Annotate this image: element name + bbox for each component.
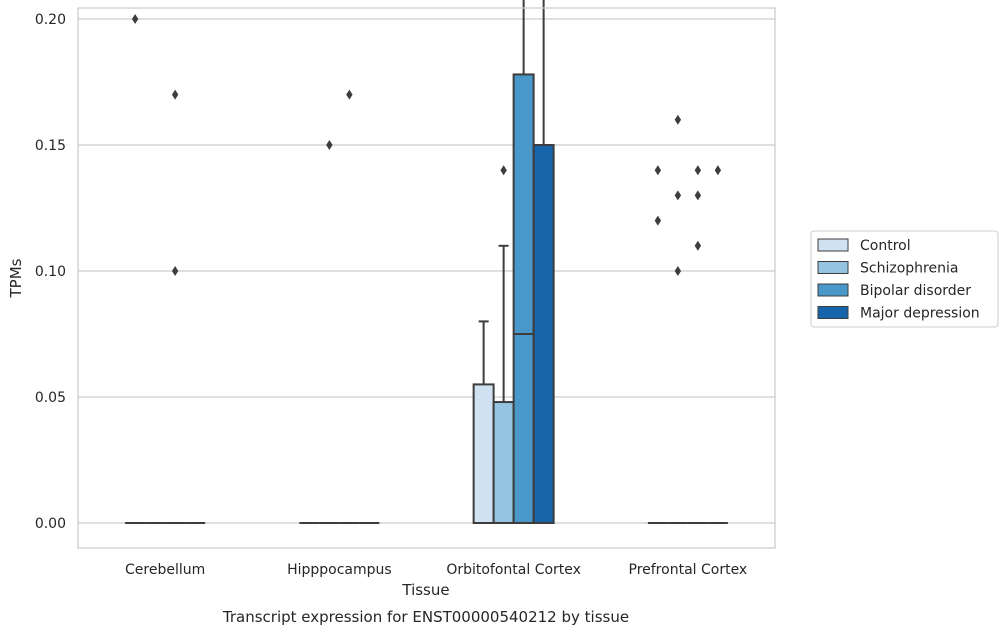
box-plot [647,165,668,524]
box-plot [532,0,555,524]
y-tick-label: 0.10 [35,264,66,280]
box-groups [125,0,728,525]
y-tick-labels: 0.000.050.100.150.200.250.300.350.40 [35,12,66,532]
plot-area [78,8,775,548]
legend: Control Schizophrenia Bipolar disorder Majo… [810,230,999,328]
box [532,144,555,524]
outlier-point [654,215,662,226]
x-tick-label: Hipppocampus [287,562,392,578]
y-tick-label: 0.00 [35,516,66,532]
outlier-point [694,190,702,201]
legend-swatch [817,238,849,252]
x-tick-label: Cerebellum [125,562,205,578]
box-plot [512,0,535,524]
box-plot [339,89,360,524]
chart-caption: Transcript expression for ENST0000054021… [222,608,629,626]
outlier-point [171,89,179,100]
y-tick-label: 0.15 [35,138,66,154]
box-plot [125,14,146,524]
outlier-point [500,165,507,176]
y-tick-label: 0.20 [35,12,66,28]
legend-label: Control [860,238,911,254]
outlier-point [346,89,353,100]
legend-swatch [817,306,849,319]
y-axis-title: TPMs [7,258,25,298]
box [492,401,515,525]
outlier-point [674,266,682,276]
legend-label: Major depression [860,306,980,322]
outlier-point [326,140,333,150]
x-axis-title: Tissue [401,581,449,599]
legend-swatch [817,283,849,297]
outlier-point [674,114,682,125]
legend-label: Schizophrenia [860,261,958,277]
box [512,73,535,524]
outlier-point [714,165,722,176]
outlier-point [674,190,682,201]
legend-swatch [817,261,849,274]
box-plot [687,165,708,524]
x-tick-label: Orbitofontal Cortex [446,562,581,578]
outlier-point [694,165,702,176]
box-plot [707,165,728,524]
plot-frame [77,7,776,549]
x-tick-labels: Cerebellum Hipppocampus Orbitofontal Corte… [125,562,747,578]
y-tick-label: 0.05 [35,390,66,406]
legend-label: Bipolar disorder [860,283,971,299]
x-tick-label: Prefrontal Cortex [629,562,748,578]
legend-frame [810,230,999,328]
box-plot [165,89,186,524]
box-plot [319,140,340,524]
outlier-point [694,240,702,251]
outlier-point [171,266,179,276]
outlier-point [131,14,139,24]
box [472,383,495,524]
box-plot [667,114,688,524]
box-plot [492,165,515,525]
outlier-point [654,165,662,176]
